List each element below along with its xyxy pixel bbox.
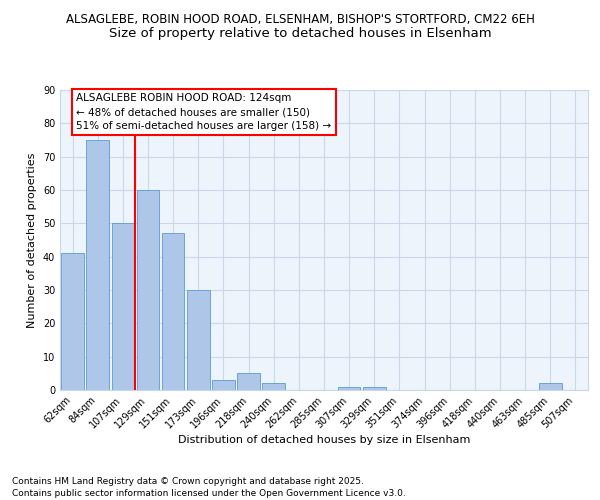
Bar [262, 384, 285, 390]
Bar [137, 190, 160, 390]
Bar [237, 374, 260, 390]
Bar [86, 140, 109, 390]
Text: ALSAGLEBE ROBIN HOOD ROAD: 124sqm
← 48% of detached houses are smaller (150)
51%: ALSAGLEBE ROBIN HOOD ROAD: 124sqm ← 48% … [76, 94, 331, 132]
Text: Contains HM Land Registry data © Crown copyright and database right 2025.
Contai: Contains HM Land Registry data © Crown c… [12, 476, 406, 498]
Text: ALSAGLEBE, ROBIN HOOD ROAD, ELSENHAM, BISHOP'S STORTFORD, CM22 6EH: ALSAGLEBE, ROBIN HOOD ROAD, ELSENHAM, BI… [65, 12, 535, 26]
Bar [212, 380, 235, 390]
Bar [61, 254, 84, 390]
Bar [187, 290, 209, 390]
Bar [539, 384, 562, 390]
Bar [112, 224, 134, 390]
Text: Size of property relative to detached houses in Elsenham: Size of property relative to detached ho… [109, 28, 491, 40]
Bar [363, 386, 386, 390]
Bar [338, 386, 361, 390]
Y-axis label: Number of detached properties: Number of detached properties [27, 152, 37, 328]
Bar [162, 234, 184, 390]
X-axis label: Distribution of detached houses by size in Elsenham: Distribution of detached houses by size … [178, 436, 470, 446]
